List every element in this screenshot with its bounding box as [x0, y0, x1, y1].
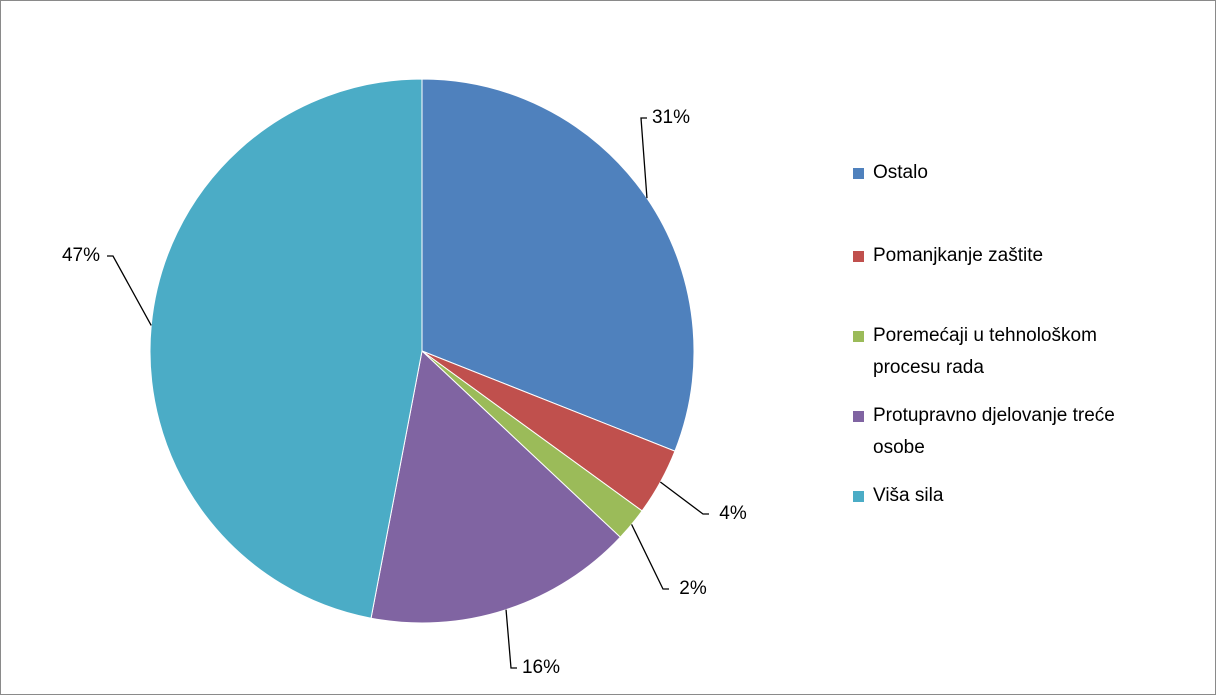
- data-label: 2%: [679, 578, 707, 599]
- legend-label: Pomanjkanje zaštite: [873, 245, 1044, 266]
- legend-entry: Viša sila: [853, 480, 1153, 512]
- pie-slice: [149, 78, 423, 619]
- legend-swatch: [853, 251, 864, 262]
- leader-line: [630, 524, 669, 590]
- leader-line: [107, 255, 152, 326]
- legend-swatch: [853, 411, 864, 422]
- legend-label: Viša sila: [873, 485, 944, 506]
- leader-line: [659, 481, 709, 515]
- leader-line: [505, 609, 517, 669]
- pie-slice: [370, 350, 621, 624]
- pie-slice: [421, 78, 695, 452]
- legend-label: Poremećaji u tehnološkom procesu rada: [873, 325, 1097, 378]
- legend-entry: Pomanjkanje zaštite: [853, 240, 1153, 272]
- legend-entry: Poremećaji u tehnološkom procesu rada: [853, 320, 1153, 384]
- legend-entry: Protupravno djelovanje treće osobe: [853, 400, 1153, 464]
- legend-entry: Ostalo: [853, 157, 1153, 189]
- legend-swatch: [853, 491, 864, 502]
- data-label: 31%: [652, 107, 690, 128]
- legend-label: Protupravno djelovanje treće osobe: [873, 405, 1115, 458]
- data-label: 4%: [719, 503, 747, 524]
- legend-label: Ostalo: [873, 162, 928, 183]
- legend-swatch: [853, 331, 864, 342]
- leader-line: [640, 117, 648, 199]
- data-label: 47%: [62, 245, 100, 266]
- data-label: 16%: [522, 657, 560, 678]
- legend-swatch: [853, 168, 864, 179]
